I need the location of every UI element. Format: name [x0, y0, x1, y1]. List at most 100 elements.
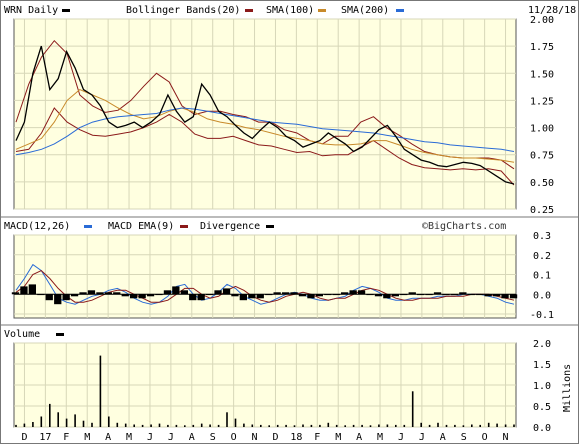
- y-tick-label: 0.2: [533, 251, 551, 262]
- macd-y-axis: 0.3 0.2 0.1 0.0 -0.1: [530, 231, 554, 321]
- price-series-group: [15, 39, 515, 186]
- volume-bar: [479, 424, 481, 427]
- divergence-bar: [509, 294, 518, 299]
- volume-bar: [226, 412, 228, 427]
- volume-bar: [386, 424, 389, 427]
- volume-y-axis: 2.0 1.5 1.0 0.5 0.0: [533, 339, 551, 434]
- x-tick-label: 17: [39, 432, 51, 443]
- divergence-bar: [433, 292, 442, 295]
- volume-bar: [302, 424, 304, 427]
- volume-bar: [268, 425, 270, 427]
- volume-bars: [15, 355, 515, 427]
- x-axis: D 17 F M A M J J A S O N D 18 F M A M J J A S O N: [21, 432, 508, 443]
- volume-bar: [462, 425, 465, 427]
- sma200-legend-label: SMA(200): [341, 5, 389, 16]
- divergence-bar: [239, 294, 247, 301]
- divergence-bar: [341, 292, 349, 295]
- volume-bar: [487, 422, 490, 427]
- divergence-bar: [121, 294, 129, 297]
- x-tick-label: M: [84, 432, 90, 443]
- divergence-bar: [28, 284, 36, 295]
- volume-units-label: Millions: [562, 364, 573, 412]
- volume-bar: [184, 425, 186, 427]
- divergence-bar: [189, 294, 197, 301]
- volume-bar: [15, 424, 17, 427]
- divergence-bar: [87, 290, 96, 295]
- volume-bar: [344, 425, 346, 427]
- divergence-bar: [172, 286, 180, 295]
- volume-bar: [99, 355, 102, 427]
- volume-bar: [335, 424, 338, 427]
- price-panel: [13, 18, 517, 210]
- volume-bar: [32, 422, 34, 427]
- divergence-bar: [493, 294, 501, 297]
- divergence-bar: [391, 294, 399, 297]
- sma100-legend-swatch: [318, 9, 326, 12]
- volume-bar: [108, 416, 110, 427]
- volume-bar: [513, 424, 515, 427]
- volume-bar: [276, 424, 279, 427]
- volume-bar: [428, 424, 431, 427]
- volume-bar: [395, 424, 397, 427]
- y-tick-label: 1.00: [530, 124, 554, 135]
- x-tick-label: N: [503, 432, 509, 443]
- divergence-legend-swatch: [266, 225, 274, 228]
- divergence-bar: [11, 292, 20, 295]
- divergence-bar: [273, 292, 281, 295]
- volume-bar: [310, 424, 313, 427]
- volume-bar: [133, 424, 135, 427]
- divergence-bar: [20, 286, 28, 295]
- bollinger-lower-line: [15, 107, 515, 186]
- divergence-bar: [248, 294, 256, 299]
- divergence-bar: [79, 292, 87, 295]
- divergence-bar: [113, 292, 121, 295]
- divergence-bar: [70, 294, 79, 297]
- volume-bar: [411, 391, 414, 427]
- divergence-bar: [138, 294, 146, 299]
- divergence-bar: [290, 292, 298, 295]
- divergence-bar: [222, 288, 231, 295]
- macd-legend: MACD(12,26) MACD EMA(9) Divergence ©BigC…: [4, 221, 506, 232]
- volume-bar: [49, 403, 51, 427]
- x-tick-label: N: [252, 432, 258, 443]
- divergence-bar: [62, 294, 70, 301]
- volume-bar: [243, 423, 245, 427]
- volume-bar: [445, 424, 448, 427]
- volume-legend-label: Volume: [4, 329, 40, 340]
- divergence-bar: [96, 292, 104, 295]
- x-tick-label: D: [272, 432, 278, 443]
- volume-bar: [23, 423, 26, 427]
- bollinger-legend-swatch: [245, 9, 253, 12]
- divergence-bar: [307, 294, 315, 299]
- x-tick-label: F: [63, 432, 69, 443]
- bollinger-legend-label: Bollinger Bands(20): [126, 5, 240, 16]
- volume-legend: Volume: [4, 329, 64, 340]
- divergence-bar: [256, 294, 264, 299]
- y-tick-label: 1.0: [533, 381, 551, 392]
- divergence-bar: [163, 290, 172, 295]
- volume-bar: [454, 424, 456, 427]
- x-tick-label: A: [189, 432, 195, 443]
- y-tick-label: 0.5: [533, 402, 551, 413]
- macd-panel: [13, 234, 517, 319]
- divergence-bar: [298, 294, 307, 297]
- volume-bar: [40, 416, 43, 427]
- volume-bar: [116, 422, 119, 427]
- divergence-bar: [180, 290, 188, 295]
- y-tick-label: 0.75: [530, 151, 554, 162]
- y-tick-label: 2.00: [530, 15, 554, 26]
- divergence-bar: [501, 294, 509, 299]
- volume-bar: [293, 425, 296, 427]
- y-tick-label: 0.3: [533, 231, 551, 242]
- price-legend-swatch: [62, 9, 70, 12]
- x-tick-label: O: [231, 432, 237, 443]
- sma-100-line: [15, 89, 515, 163]
- y-tick-label: 0.50: [530, 178, 554, 189]
- x-tick-label: A: [356, 432, 362, 443]
- sma200-legend-swatch: [396, 9, 404, 12]
- x-tick-label: M: [126, 432, 132, 443]
- volume-bar: [369, 425, 372, 427]
- volume-bar: [141, 424, 144, 427]
- volume-bar: [217, 424, 220, 427]
